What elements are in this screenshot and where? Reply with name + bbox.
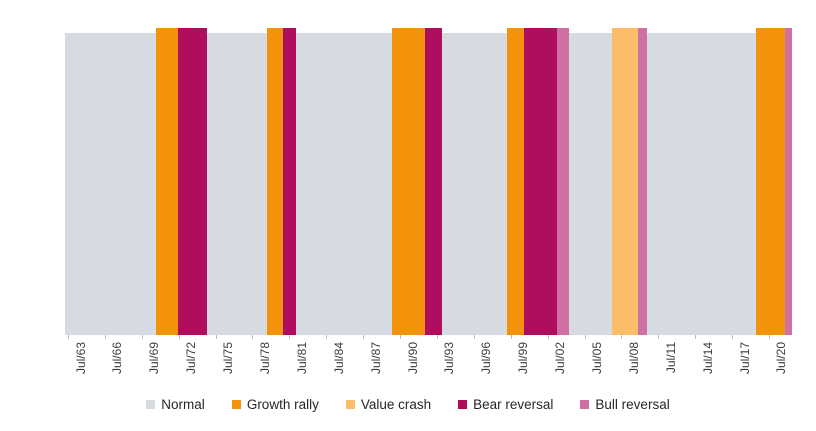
legend-swatch-icon <box>231 400 241 409</box>
x-tick-label: Jul/99 <box>516 342 531 375</box>
x-tick-label: Jul/66 <box>110 342 125 375</box>
x-tick <box>289 335 291 339</box>
regime-band-growth-rally <box>756 28 785 335</box>
legend-swatch-icon <box>580 400 590 409</box>
regime-band-value-crash <box>612 28 638 335</box>
regime-band-growth-rally <box>392 28 425 335</box>
x-tick <box>510 335 512 339</box>
regime-band-growth-rally <box>507 28 524 335</box>
x-tick-label: Jul/81 <box>294 342 309 375</box>
x-tick-label: Jul/02 <box>553 342 568 375</box>
legend-item-bull-reversal: Bull reversal <box>580 397 670 412</box>
x-tick-label: Jul/87 <box>368 342 383 375</box>
x-tick-label: Jul/84 <box>331 342 346 375</box>
legend-swatch-icon <box>345 400 355 409</box>
x-tick-label: Jul/75 <box>221 342 236 375</box>
x-tick <box>584 335 586 339</box>
x-tick-label: Jul/69 <box>147 342 162 375</box>
x-tick <box>141 335 143 339</box>
legend-label: Value crash <box>360 397 432 412</box>
x-tick <box>326 335 328 339</box>
legend-item-normal: Normal <box>146 397 205 412</box>
x-tick <box>363 335 365 339</box>
legend-label: Normal <box>161 397 205 412</box>
legend-label: Growth rally <box>246 397 319 412</box>
regime-band-bear-reversal <box>524 28 557 335</box>
legend-swatch-icon <box>146 400 156 409</box>
x-tick <box>215 335 217 339</box>
regime-band-growth-rally <box>267 28 283 335</box>
plot-area <box>65 28 792 335</box>
x-tick <box>732 335 733 339</box>
x-tick-label: Jul/17 <box>737 342 752 375</box>
x-tick-label: Jul/11 <box>663 342 678 374</box>
x-tick-label: Jul/93 <box>442 342 457 375</box>
x-tick <box>658 335 660 339</box>
x-tick-label: Jul/96 <box>479 342 494 375</box>
x-tick <box>178 335 180 339</box>
legend-label: Bull reversal <box>595 397 670 412</box>
x-tick <box>68 335 69 339</box>
legend-item-value-crash: Value crash <box>345 397 432 412</box>
x-tick <box>252 335 254 339</box>
x-tick <box>473 335 475 339</box>
legend: Normal Growth rally Value crash Bear revers… <box>0 397 816 412</box>
x-tick <box>104 335 106 339</box>
regime-band-bear-reversal <box>425 28 442 335</box>
regime-band-bull-reversal <box>638 28 647 335</box>
regime-band-bear-reversal <box>178 28 207 335</box>
legend-item-bear-reversal: Bear reversal <box>458 397 553 412</box>
regime-band-bull-reversal <box>785 28 792 335</box>
x-tick <box>400 335 401 339</box>
x-tick-label: Jul/05 <box>590 342 604 375</box>
x-tick-label: Jul/20 <box>774 342 789 375</box>
x-tick <box>695 335 697 339</box>
legend-item-growth-rally: Growth rally <box>231 397 319 412</box>
x-tick-label: Jul/63 <box>73 342 88 375</box>
x-tick <box>768 335 770 339</box>
x-axis: Jul/63 Jul/66 Jul/69 Jul/72 Jul/75 Jul/78 Jul/… <box>65 335 792 397</box>
x-tick-label: Jul/78 <box>257 342 272 375</box>
x-tick-label: Jul/72 <box>184 342 199 375</box>
legend-swatch-icon <box>458 400 468 409</box>
x-tick-label: Jul/08 <box>626 342 641 375</box>
x-tick <box>547 335 549 339</box>
x-tick <box>436 335 438 339</box>
legend-label: Bear reversal <box>473 397 554 412</box>
regime-band-bull-reversal <box>557 28 569 335</box>
regime-band-growth-rally <box>156 28 178 335</box>
x-tick-label: Jul/14 <box>700 342 715 375</box>
x-tick-label: Jul/90 <box>405 342 420 375</box>
x-tick <box>621 335 623 339</box>
regime-band-bear-reversal <box>283 28 296 335</box>
